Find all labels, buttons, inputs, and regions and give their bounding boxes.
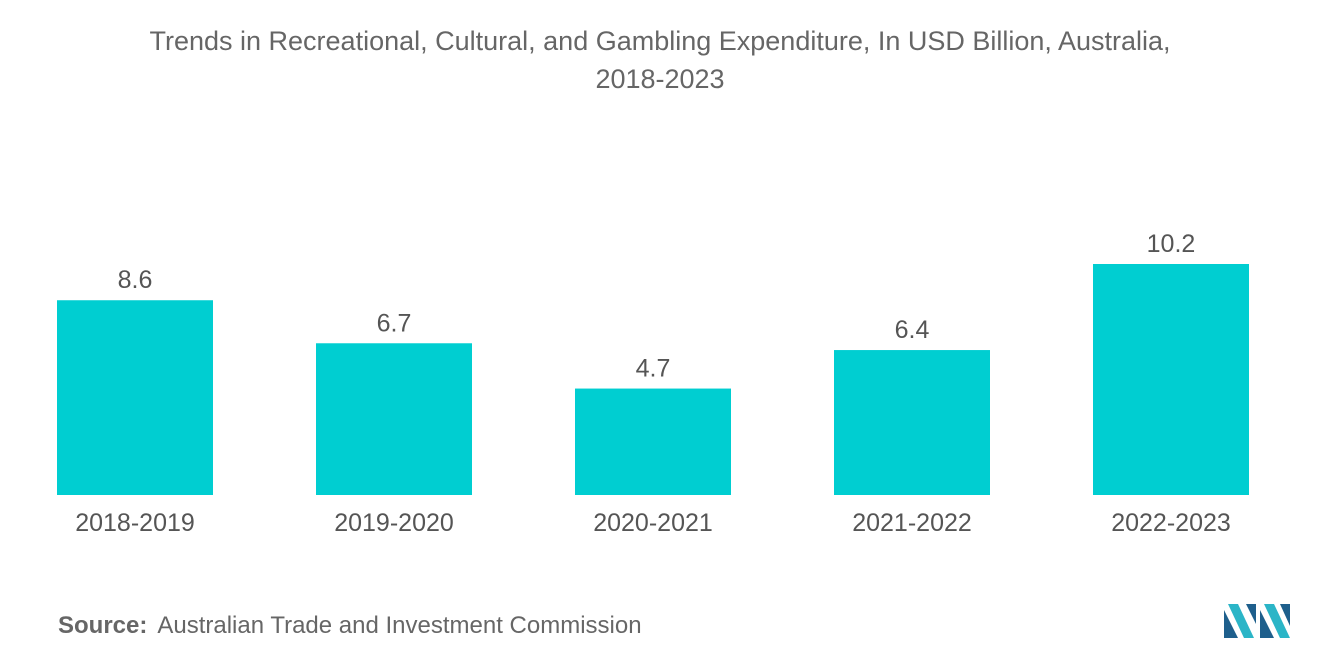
bar-2019-2020: [316, 343, 472, 495]
x-tick-label-2020-2021: 2020-2021: [593, 509, 713, 537]
bar-2020-2021: [575, 388, 731, 495]
value-label-2021-2022: 6.4: [895, 316, 930, 344]
value-label-2022-2023: 10.2: [1147, 230, 1196, 258]
chart-title: Trends in Recreational, Cultural, and Ga…: [40, 22, 1280, 98]
chart-title-line-1: Trends in Recreational, Cultural, and Ga…: [149, 26, 1171, 56]
chart-title-line-2: 2018-2023: [595, 64, 725, 94]
source-footer: Source: Australian Trade and Investment C…: [58, 612, 642, 640]
bar-2022-2023: [1093, 264, 1249, 495]
value-label-2018-2019: 8.6: [118, 266, 153, 294]
value-label-2020-2021: 4.7: [636, 355, 671, 383]
bar-2018-2019: [57, 300, 213, 495]
bar-2021-2022: [834, 350, 990, 495]
mordor-intelligence-logo-icon: [1224, 604, 1290, 638]
x-tick-label-2022-2023: 2022-2023: [1111, 509, 1231, 537]
x-tick-label-2018-2019: 2018-2019: [75, 509, 195, 537]
source-text: Australian Trade and Investment Commissi…: [157, 612, 642, 639]
x-tick-label-2021-2022: 2021-2022: [852, 509, 972, 537]
source-label: Source:: [58, 612, 148, 639]
bar-chart: 8.6 2018-2019 6.7 2019-2020 4.7 2020-2021 6.4 2…: [57, 230, 1249, 537]
x-tick-label-2019-2020: 2019-2020: [334, 509, 454, 537]
value-label-2019-2020: 6.7: [377, 309, 412, 337]
